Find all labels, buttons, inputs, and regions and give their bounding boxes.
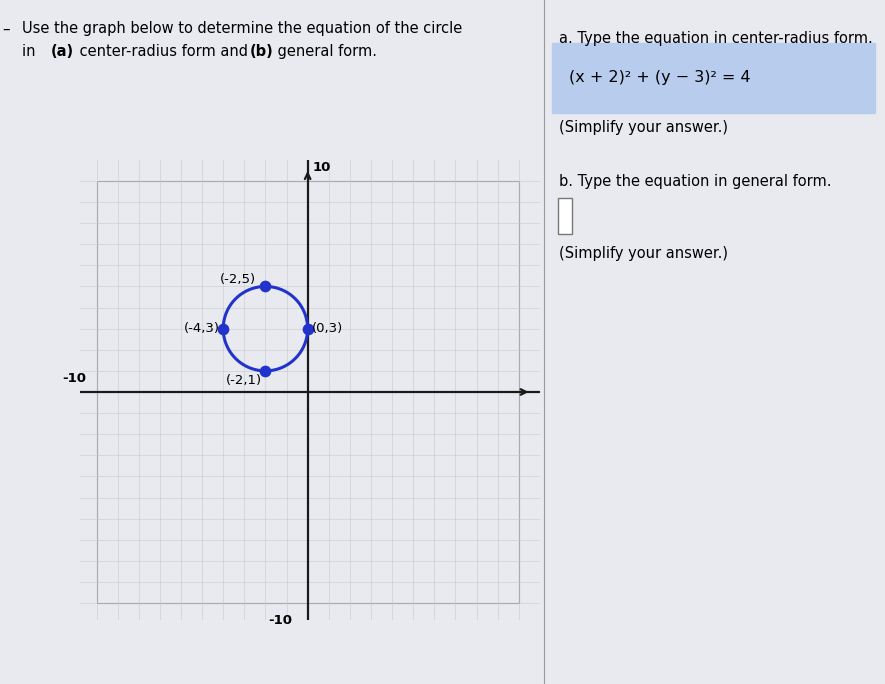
Text: (Simplify your answer.): (Simplify your answer.) [558,120,727,135]
Text: in: in [22,44,40,60]
Text: center-radius form and: center-radius form and [75,44,253,60]
Point [216,323,230,334]
Text: (-4,3): (-4,3) [184,322,220,335]
Text: -10: -10 [62,371,86,384]
Text: 10: 10 [313,161,331,174]
Text: general form.: general form. [273,44,377,60]
Text: (a): (a) [50,44,73,60]
Text: (-2,1): (-2,1) [227,374,262,387]
Text: a. Type the equation in center-radius form.: a. Type the equation in center-radius fo… [558,31,873,46]
Text: (0,3): (0,3) [312,322,342,335]
Point [301,323,315,334]
Text: (-2,5): (-2,5) [219,272,256,285]
FancyBboxPatch shape [558,198,572,234]
Text: -10: -10 [268,614,292,627]
Point [258,365,273,376]
Text: (b): (b) [250,44,273,60]
FancyBboxPatch shape [552,43,875,113]
Text: –: – [3,22,11,37]
Text: b. Type the equation in general form.: b. Type the equation in general form. [558,174,831,189]
Text: Use the graph below to determine the equation of the circle: Use the graph below to determine the equ… [22,21,462,36]
Text: (Simplify your answer.): (Simplify your answer.) [558,246,727,261]
Point [258,281,273,292]
Text: (x + 2)² + (y − 3)² = 4: (x + 2)² + (y − 3)² = 4 [569,70,750,86]
